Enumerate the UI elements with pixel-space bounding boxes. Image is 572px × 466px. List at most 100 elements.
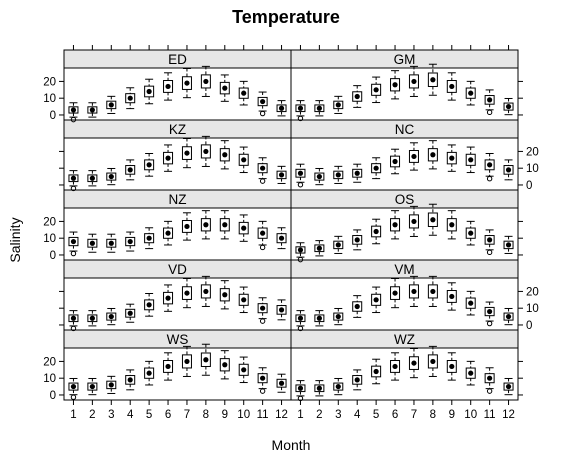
median-dot — [430, 288, 436, 295]
box-ws-m2 — [87, 377, 98, 396]
box-rect — [465, 367, 476, 379]
outlier-point — [70, 185, 77, 192]
x-tick-label: 4 — [354, 409, 361, 421]
median-dot — [316, 105, 322, 111]
x-tick-label: 12 — [502, 409, 515, 421]
box-kz-m4 — [125, 159, 136, 181]
median-dot — [297, 170, 304, 176]
x-tick-label: 9 — [222, 409, 228, 421]
median-dot — [165, 363, 171, 370]
median-dot — [89, 240, 95, 246]
strip-label: VD — [168, 262, 187, 277]
median-dot — [468, 90, 474, 96]
median-dot — [392, 82, 398, 88]
box-vd-m12 — [276, 299, 287, 321]
x-tick-label: 6 — [165, 409, 171, 421]
box-rect — [181, 220, 192, 233]
box-ed-m7 — [181, 68, 192, 99]
box-rect — [163, 227, 174, 239]
median-dot — [373, 368, 379, 375]
box-rect — [276, 378, 287, 388]
median-dot — [335, 313, 341, 320]
box-rect — [181, 146, 192, 160]
median-dot — [89, 315, 95, 321]
outlier-point — [259, 318, 266, 324]
x-axis-label: Month — [272, 437, 311, 453]
x-tick-label: 7 — [184, 409, 190, 421]
box-gm-m2 — [314, 100, 325, 117]
box-rect — [181, 354, 192, 369]
box-vm-m10 — [465, 290, 476, 316]
median-dot — [146, 88, 152, 95]
median-dot — [411, 153, 417, 160]
box-rect — [503, 312, 514, 321]
box-rect — [163, 291, 174, 305]
x-tick-label: 11 — [257, 409, 269, 421]
box-rect — [144, 367, 155, 379]
x-tick-label: 3 — [335, 409, 341, 421]
median-dot — [335, 172, 341, 178]
median-dot — [241, 297, 247, 303]
box-kz-m8 — [200, 135, 211, 167]
box-kz-m1 — [68, 170, 79, 192]
median-dot — [70, 315, 77, 321]
median-dot — [297, 315, 304, 321]
box-vd-m1 — [68, 310, 79, 332]
median-dot — [165, 83, 171, 90]
box-rect — [408, 214, 419, 229]
box-rect — [125, 93, 136, 104]
median-dot — [430, 152, 436, 158]
box-rect — [238, 87, 249, 99]
median-dot — [449, 155, 455, 161]
box-wz-m6 — [390, 352, 401, 381]
median-dot — [411, 288, 417, 295]
box-ed-m9 — [219, 74, 230, 102]
box-ws-m1 — [68, 377, 79, 400]
median-dot — [203, 222, 209, 228]
median-dot — [260, 98, 266, 105]
median-dot — [203, 288, 209, 295]
median-dot — [222, 222, 228, 228]
box-rect — [106, 100, 117, 110]
box-vd-m7 — [181, 278, 192, 309]
box-vm-m11 — [484, 301, 495, 327]
median-dot — [89, 383, 95, 390]
box-nc-m4 — [352, 163, 363, 183]
box-os-m1 — [295, 242, 306, 263]
strip-label: WS — [167, 332, 189, 347]
box-nc-m7 — [408, 142, 419, 171]
strip-label: NZ — [169, 192, 187, 207]
median-dot — [108, 313, 114, 320]
median-dot — [203, 357, 209, 363]
box-rect — [484, 159, 495, 171]
median-dot — [468, 300, 474, 306]
median-dot — [241, 225, 247, 231]
box-ed-m11 — [257, 91, 268, 117]
panel-frame — [290, 277, 519, 331]
box-rect — [408, 284, 419, 299]
box-gm-m3 — [333, 95, 344, 114]
box-wz-m1 — [295, 380, 306, 402]
median-dot — [316, 385, 322, 391]
box-wz-m11 — [484, 367, 495, 394]
box-rect — [427, 72, 438, 87]
box-rect — [390, 286, 401, 300]
box-rect — [333, 312, 344, 321]
box-nz-m11 — [257, 220, 268, 251]
x-tick-label: 4 — [127, 409, 134, 421]
strip-label: ED — [168, 52, 187, 67]
box-vd-m8 — [200, 275, 211, 307]
box-nc-m5 — [371, 157, 382, 180]
x-tick-label: 5 — [146, 409, 152, 421]
box-vm-m6 — [390, 278, 401, 309]
median-dot — [297, 385, 304, 391]
box-rect — [106, 172, 117, 181]
box-gm-m6 — [390, 70, 401, 100]
panel-frame — [290, 137, 519, 191]
median-dot — [487, 375, 493, 381]
box-os-m2 — [314, 240, 325, 257]
box-rect — [144, 159, 155, 171]
box-gm-m5 — [371, 76, 382, 104]
x-tick-label: 2 — [89, 409, 95, 421]
box-rect — [276, 104, 287, 113]
